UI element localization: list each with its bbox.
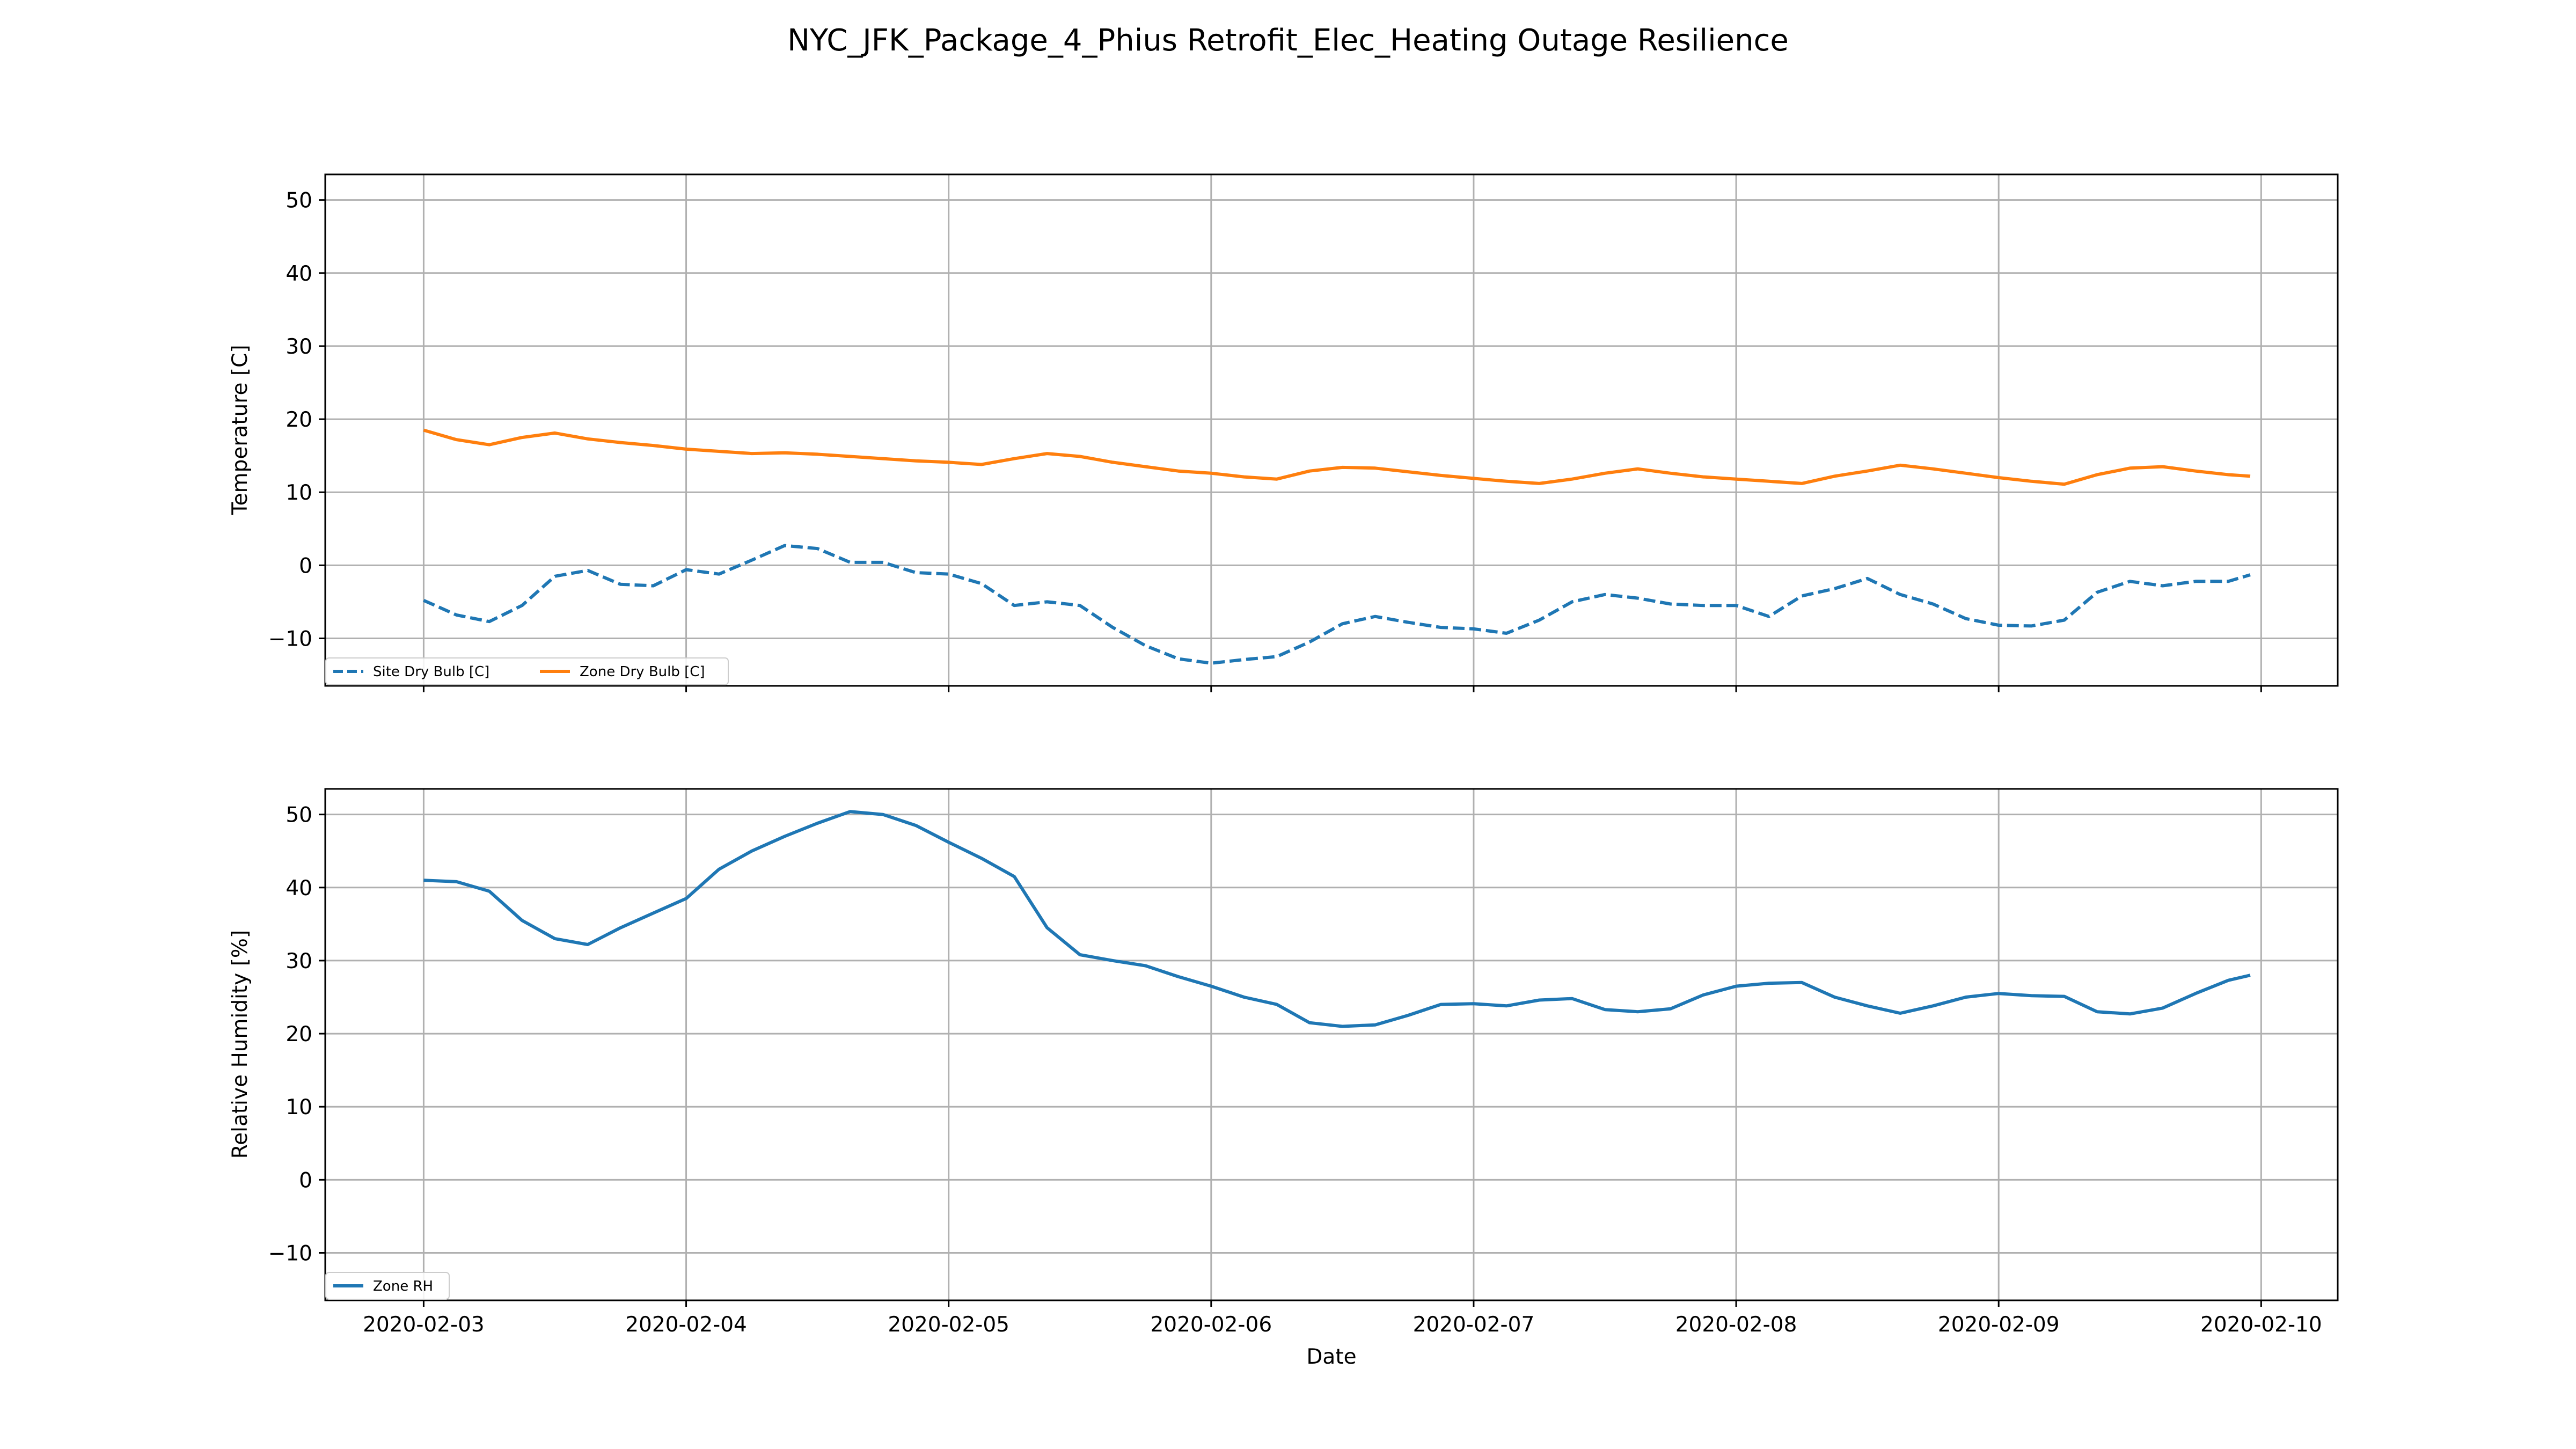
temperature-panel: −10 0 10 20 30 40 50 Temperature [C] Site Dry … [228, 173, 2339, 692]
y-tick-label: 20 [286, 1022, 312, 1046]
legend-label: Site Dry Bulb [C] [373, 664, 489, 680]
series-line-zone-dry-bulb-c [423, 428, 2251, 486]
temperature-axes-frame [324, 173, 2339, 687]
temperature-series [423, 428, 2251, 665]
humidity-ylabel: Relative Humidity [%] [228, 930, 252, 1159]
y-tick-label: 40 [286, 876, 312, 901]
figure-title: NYC_JFK_Package_4_Phius Retrofit_Elec_He… [787, 23, 1789, 58]
x-tick-label: 2020-02-09 [1938, 1313, 2060, 1337]
humidity-series [423, 810, 2251, 1028]
y-tick-label: 50 [286, 189, 312, 213]
y-tick-label: 40 [286, 262, 312, 286]
humidity-legend: Zone RH [325, 1272, 450, 1300]
humidity-axes-frame [324, 788, 2339, 1301]
y-tick-label: 0 [299, 1168, 312, 1192]
x-tick-label: 2020-02-03 [363, 1313, 485, 1337]
y-tick-label: 30 [286, 949, 312, 974]
humidity-ticks: −10 0 10 20 30 40 50 2020-02-03 2020-02-04 2020-0… [268, 803, 2322, 1337]
temperature-legend: Site Dry Bulb [C] Zone Dry Bulb [C] [325, 657, 729, 685]
humidity-xlabel: Date [1306, 1345, 1356, 1369]
x-tick-label: 2020-02-08 [1675, 1313, 1797, 1337]
y-tick-label: 30 [286, 335, 312, 359]
humidity-panel: −10 0 10 20 30 40 50 2020-02-03 2020-02-04 2020-0… [228, 788, 2339, 1369]
y-tick-label: −10 [268, 627, 312, 652]
legend-box [325, 657, 729, 685]
humidity-grid [325, 789, 2338, 1300]
x-tick-label: 2020-02-06 [1150, 1313, 1272, 1337]
temperature-ticks: −10 0 10 20 30 40 50 [268, 189, 2262, 692]
x-tick-label: 2020-02-07 [1413, 1313, 1535, 1337]
y-tick-label: 20 [286, 408, 312, 432]
x-tick-label: 2020-02-05 [888, 1313, 1009, 1337]
y-tick-label: 50 [286, 803, 312, 828]
y-tick-label: −10 [268, 1242, 312, 1266]
temperature-grid [325, 174, 2338, 686]
temperature-ylabel: Temperature [C] [228, 345, 252, 515]
x-tick-label: 2020-02-10 [2200, 1313, 2322, 1337]
x-tick-label: 2020-02-04 [625, 1313, 747, 1337]
y-tick-label: 0 [299, 554, 312, 578]
y-tick-label: 10 [286, 1095, 312, 1119]
legend-box [325, 1272, 450, 1300]
y-tick-label: 10 [286, 481, 312, 505]
legend-label: Zone RH [373, 1278, 433, 1294]
series-line-zone-rh [423, 810, 2251, 1028]
legend-label: Zone Dry Bulb [C] [580, 664, 705, 680]
series-line-site-dry-bulb-c [423, 544, 2251, 665]
